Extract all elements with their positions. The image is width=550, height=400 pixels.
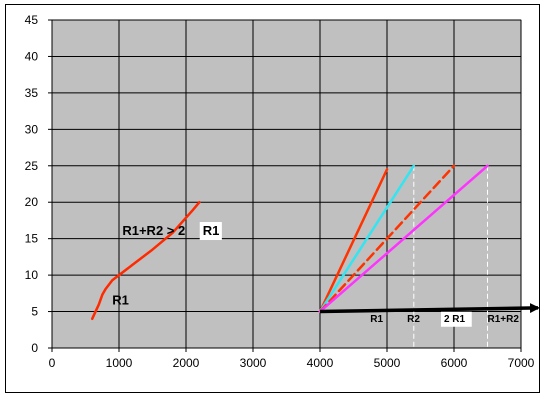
y-tick-label: 25: [25, 159, 39, 173]
y-tick-label: 15: [25, 232, 39, 246]
chart: 0 1000 2000 3000 4000 5000 6000 7000 0 5 10 15 20 25 3…: [25, 13, 540, 370]
y-tick-label: 20: [25, 195, 39, 209]
x-tick-label: 5000: [374, 356, 401, 370]
x-tick-label: 3000: [240, 356, 267, 370]
y-tick-label: 45: [25, 13, 39, 27]
series-line-3: [318, 164, 416, 313]
chart-frame: 0 1000 2000 3000 4000 5000 6000 7000 0 5 10 15 20 25 3…: [5, 4, 540, 393]
annotation-label: R1: [112, 292, 129, 307]
annotation-label: R1: [203, 223, 220, 238]
annotation-box: [199, 222, 222, 241]
baseline-arrow: [319, 303, 540, 314]
plot-area: [51, 19, 522, 349]
y-tick-label: 30: [25, 122, 39, 136]
x-tick-label: 2000: [173, 356, 200, 370]
x-tick-label: 6000: [441, 356, 468, 370]
y-tick-label: 35: [25, 86, 39, 100]
y-tick-label: 5: [31, 305, 38, 319]
x-tick-label: 1000: [106, 356, 133, 370]
y-tick-label: 40: [25, 49, 39, 63]
x-tick-label: 4000: [307, 356, 334, 370]
annotation-label: R1+R2 > 2: [122, 223, 185, 238]
annotation-label: R2: [407, 314, 420, 325]
annotation-label: R1: [370, 314, 383, 325]
x-tick-label: 0: [49, 356, 56, 370]
series-line-5: [318, 164, 489, 313]
annotation-box: [440, 311, 472, 327]
series-line-4: [318, 164, 456, 313]
annotation-label: 2 R1: [444, 314, 466, 325]
series-line-1: [90, 200, 201, 321]
series-line-2: [318, 168, 389, 313]
annotation-label: R1+R2: [488, 314, 520, 325]
y-tick-label: 0: [31, 341, 38, 355]
x-tick-label: 7000: [508, 356, 535, 370]
y-tick-label: 10: [25, 268, 39, 282]
